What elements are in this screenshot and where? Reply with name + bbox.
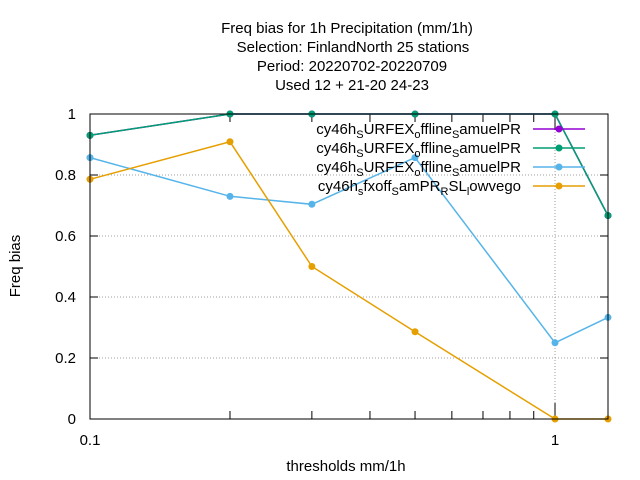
legend-label-part: S bbox=[356, 167, 363, 179]
y-tick-label: 0 bbox=[68, 411, 76, 428]
series-point-4 bbox=[411, 328, 419, 336]
legend-label-3: cy46hSURFEXofflineSamuelPR bbox=[316, 159, 521, 179]
legend-label-part: S bbox=[356, 148, 363, 160]
legend-label-part: owvego bbox=[469, 178, 521, 195]
series-point-4 bbox=[308, 263, 316, 270]
legend-label-part: S bbox=[452, 167, 459, 179]
legend-label-part: o bbox=[414, 167, 420, 179]
legend-label-part: cy46h bbox=[316, 140, 356, 157]
x-tick-label: 1 bbox=[551, 432, 559, 449]
title-line-2: Selection: FinlandNorth 25 stations bbox=[237, 39, 470, 56]
legend-label-part: o bbox=[414, 148, 420, 160]
series-line-3 bbox=[89, 156, 609, 344]
legend-label-part: SL bbox=[448, 178, 466, 195]
y-tick-label: 1 bbox=[68, 106, 76, 123]
legend-label-part: l bbox=[467, 186, 469, 198]
title-line-1: Freq bias for 1h Precipitation (mm/1h) bbox=[221, 20, 473, 37]
grid-lines bbox=[90, 114, 608, 419]
legend-label-part: o bbox=[414, 129, 420, 141]
legend-label-part: cy46h bbox=[316, 121, 356, 138]
legend-label-part: URFEX bbox=[364, 159, 415, 176]
y-axis-label: Freq bias bbox=[7, 235, 24, 298]
y-tick-label: 0.2 bbox=[55, 350, 76, 367]
legend-label-part: fxoff bbox=[363, 178, 392, 195]
legend-marker-3 bbox=[555, 163, 563, 171]
legend-label-part: ffline bbox=[421, 121, 452, 138]
legend-label-part: URFEX bbox=[364, 121, 415, 138]
x-axis-label: thresholds mm/1h bbox=[286, 458, 405, 475]
legend-label-part: ffline bbox=[421, 140, 452, 157]
series-point-3 bbox=[308, 200, 316, 208]
chart-title: Freq bias for 1h Precipitation (mm/1h) S… bbox=[221, 20, 473, 94]
y-tick-label: 0.8 bbox=[55, 167, 76, 184]
legend: cy46hSURFEXofflineSamuelPRcy46hSURFEXoff… bbox=[316, 121, 585, 198]
legend-label-part: ffline bbox=[421, 159, 452, 176]
title-line-4: Used 12 + 21-20 24-23 bbox=[275, 77, 429, 94]
legend-label-part: S bbox=[392, 186, 399, 198]
axis-ticks: 0 0.2 0.4 0.6 0.8 1 0.1 1 bbox=[55, 106, 608, 449]
series-point-4 bbox=[226, 138, 234, 146]
data-series bbox=[86, 110, 612, 423]
legend-label-part: S bbox=[452, 129, 459, 141]
plot-frame bbox=[89, 113, 609, 420]
legend-label-part: R bbox=[441, 186, 449, 198]
title-line-3: Period: 20220702-20220709 bbox=[257, 58, 447, 75]
legend-label-part: URFEX bbox=[364, 140, 415, 157]
y-tick-label: 0.4 bbox=[55, 289, 76, 306]
legend-label-part: S bbox=[452, 148, 459, 160]
legend-label-part: amPR bbox=[399, 178, 441, 195]
legend-label-part: amuelPR bbox=[459, 159, 521, 176]
legend-label-part: amuelPR bbox=[459, 121, 521, 138]
legend-marker-1 bbox=[555, 125, 563, 133]
legend-marker-4 bbox=[555, 182, 563, 190]
series-point-3 bbox=[551, 339, 559, 347]
legend-label-4: cy46hsfxoffSamPRRSLlowvego bbox=[318, 178, 521, 198]
legend-label-2: cy46hSURFEXofflineSamuelPR bbox=[316, 140, 521, 160]
legend-label-1: cy46hSURFEXofflineSamuelPR bbox=[316, 121, 521, 141]
legend-label-part: cy46h bbox=[316, 159, 356, 176]
legend-label-part: s bbox=[358, 186, 364, 198]
legend-marker-2 bbox=[555, 144, 563, 152]
series-point-3 bbox=[226, 192, 234, 200]
x-tick-label: 0.1 bbox=[80, 432, 101, 449]
series-point-3 bbox=[411, 154, 419, 162]
legend-label-part: S bbox=[356, 129, 363, 141]
legend-label-part: amuelPR bbox=[459, 140, 521, 157]
y-tick-label: 0.6 bbox=[55, 228, 76, 245]
legend-label-part: cy46h bbox=[318, 178, 358, 195]
